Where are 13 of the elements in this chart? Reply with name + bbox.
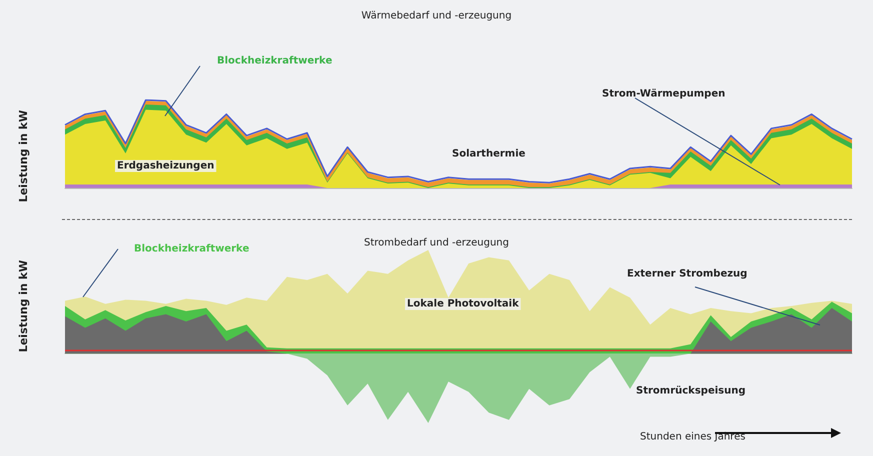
text: Externer Strombezug: [627, 268, 748, 280]
y-axis-title: Leistung in kW: [17, 260, 30, 352]
chart-title: Wärmebedarf und -erzeugung: [361, 10, 512, 22]
series-label: Erdgasheizungen: [117, 160, 214, 172]
y-axis-title: Leistung in kW: [17, 110, 30, 202]
text: Blockheizkraftwerke: [134, 244, 250, 254]
series-label: Lokale Photovoltaik: [407, 298, 520, 310]
series-label: Stromrückspeisung: [636, 386, 746, 396]
text: Strom-Wärmepumpen: [602, 88, 726, 100]
chart-title: Strombedarf und -erzeugung: [364, 238, 509, 248]
x-axis-title: Stunden eines Jahres: [640, 432, 746, 442]
series-label: Solarthermie: [452, 148, 526, 160]
text: Blockheizkraftwerke: [217, 56, 332, 66]
